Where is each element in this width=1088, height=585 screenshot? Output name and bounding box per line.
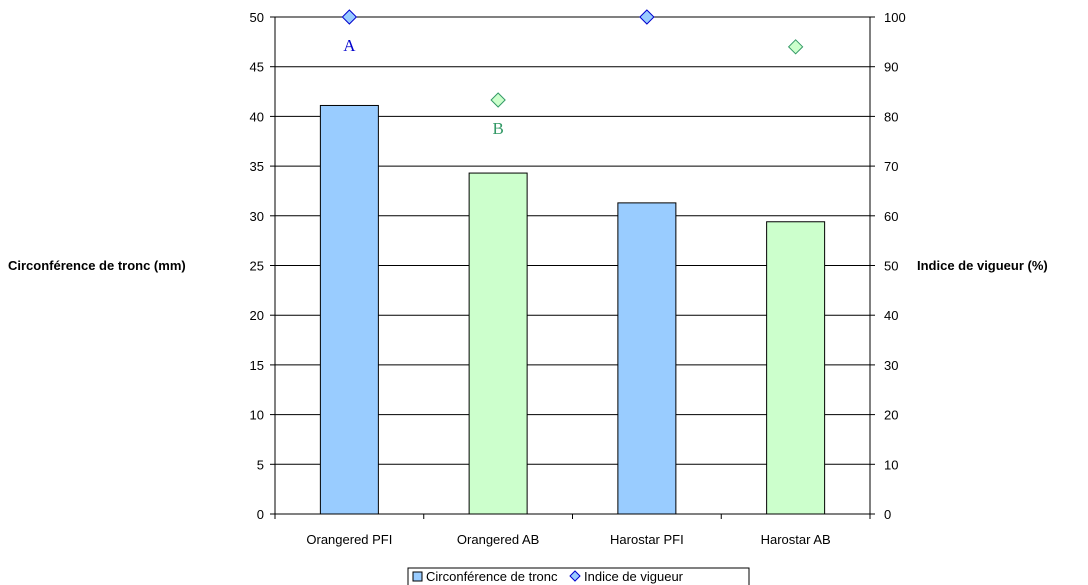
left-tick-label: 30 [250, 209, 264, 224]
annotation-label: A [343, 36, 356, 55]
bar [468, 172, 528, 515]
left-tick-label: 40 [250, 109, 264, 124]
right-tick-label: 20 [884, 408, 898, 423]
left-tick-label: 50 [250, 10, 264, 25]
left-tick-label: 15 [250, 358, 264, 373]
x-tick-label: Orangered PFI [306, 532, 392, 547]
scatter-point [639, 9, 655, 25]
left-axis-ticks: 0 5 10 15 20 25 30 35 40 45 50 [250, 10, 275, 522]
right-tick-label: 10 [884, 457, 898, 472]
right-tick-label: 80 [884, 109, 898, 124]
right-tick-label: 0 [884, 507, 891, 522]
bar [617, 202, 677, 515]
right-tick-label: 60 [884, 209, 898, 224]
scatter-series [341, 9, 804, 108]
x-tick-label: Harostar AB [761, 532, 831, 547]
right-tick-label: 70 [884, 159, 898, 174]
legend-label-scatter: Indice de vigueur [584, 569, 684, 584]
left-tick-label: 0 [257, 507, 264, 522]
legend-diamond-swatch [569, 570, 581, 582]
annotations: AB [343, 36, 504, 138]
right-tick-label: 30 [884, 358, 898, 373]
left-tick-label: 35 [250, 159, 264, 174]
x-tick-label: Orangered AB [457, 532, 539, 547]
right-tick-label: 40 [884, 308, 898, 323]
left-tick-label: 20 [250, 308, 264, 323]
right-tick-label: 90 [884, 60, 898, 75]
right-tick-label: 50 [884, 259, 898, 274]
left-tick-label: 25 [250, 259, 264, 274]
legend: Circonférence de tronc Indice de vigueur [407, 567, 750, 585]
scatter-point [787, 39, 804, 55]
bar [319, 104, 379, 515]
legend-label-bar: Circonférence de tronc [426, 569, 558, 584]
legend-bar-swatch [412, 571, 423, 582]
right-axis-ticks: 0 10 20 30 40 50 60 70 80 90 100 [870, 10, 906, 522]
left-tick-label: 10 [250, 408, 264, 423]
bar [766, 221, 826, 515]
scatter-point [490, 92, 506, 108]
x-tick-label: Harostar PFI [610, 532, 684, 547]
left-tick-label: 45 [250, 60, 264, 75]
right-axis-title: Indice de vigueur (%) [917, 258, 1048, 273]
left-axis-title: Circonférence de tronc (mm) [8, 258, 186, 273]
bar-series [319, 104, 826, 515]
right-tick-label: 100 [884, 10, 906, 25]
x-axis-ticks: Orangered PFI Orangered AB Harostar PFI Har… [274, 514, 871, 547]
annotation-label: B [492, 119, 503, 138]
scatter-point [341, 9, 358, 25]
left-tick-label: 5 [257, 457, 264, 472]
